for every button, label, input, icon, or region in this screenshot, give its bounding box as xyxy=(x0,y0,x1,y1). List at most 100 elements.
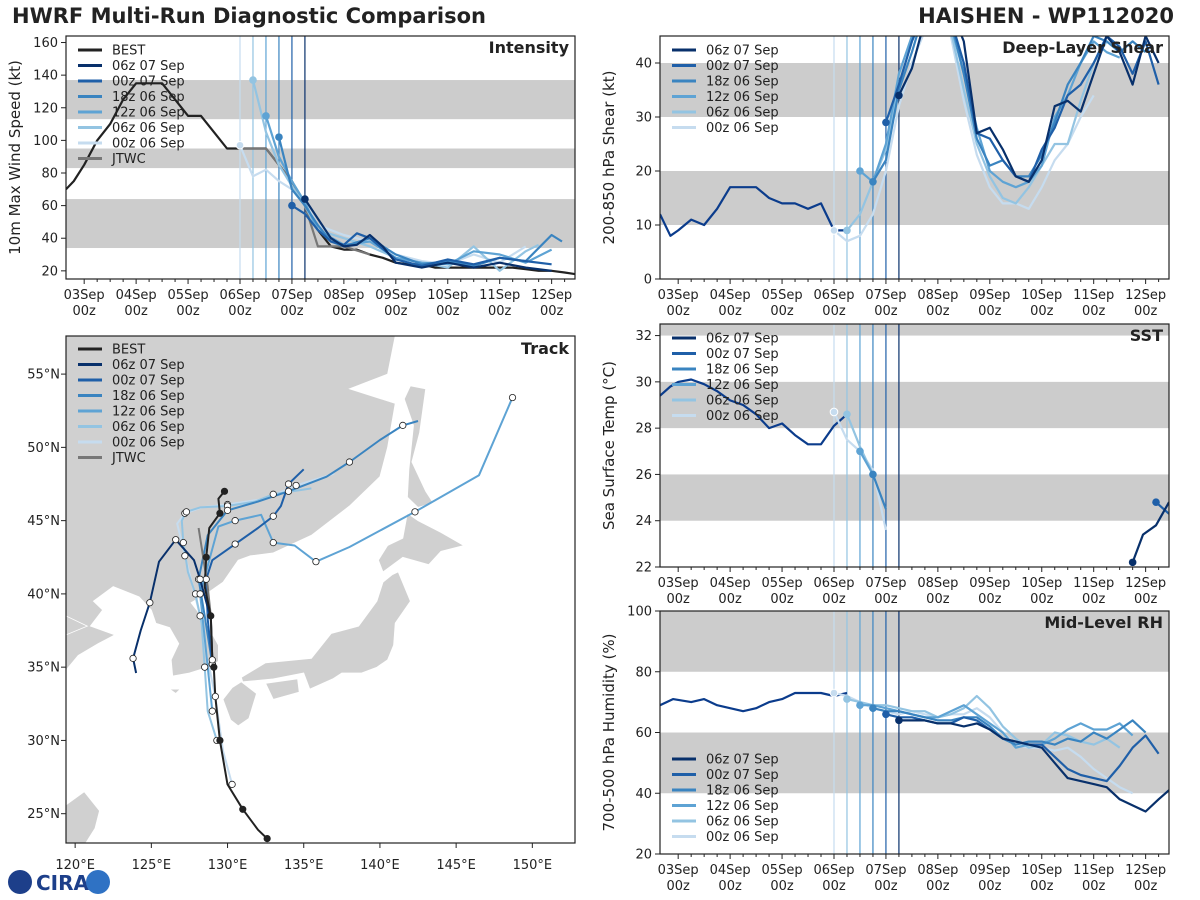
kyushu-shape xyxy=(222,681,257,727)
intensity-xtick-hour: 00z xyxy=(228,304,252,319)
intensity-xtick-hour: 00z xyxy=(176,304,200,319)
shear-xtick-label: 11Sep xyxy=(1073,288,1114,303)
track-run-point-r00z06 xyxy=(181,552,189,560)
track-legend-label: JTWC xyxy=(111,451,146,466)
intensity-legend-label: 00z 07 Sep xyxy=(112,75,185,90)
sst-xtick-label: 04Sep xyxy=(710,576,751,591)
intensity-ytick-label: 40 xyxy=(41,232,58,247)
track-run-line-r06z06 xyxy=(180,487,312,741)
rh-ytick-label: 100 xyxy=(627,605,652,620)
sst-xtick-label: 09Sep xyxy=(969,576,1010,591)
intensity-xtick-label: 03Sep xyxy=(64,288,105,303)
intensity-run-line-r00z06 xyxy=(238,144,527,266)
rh-run-line-r06z06 xyxy=(846,694,1121,749)
intensity-legend-label: BEST xyxy=(112,44,145,59)
shear-xtick-hour: 00z xyxy=(874,304,898,319)
sst-legend-label: 12z 06 Sep xyxy=(706,378,779,393)
track-best-point xyxy=(207,612,215,620)
china-coast-shape xyxy=(66,791,100,843)
shear-xtick-hour: 00z xyxy=(978,304,1002,319)
intensity-ytick-label: 60 xyxy=(41,199,58,214)
intensity-legend-label: JTWC xyxy=(111,152,146,167)
track-run-point-r00z06 xyxy=(228,780,236,788)
sst-xtick-label: 08Sep xyxy=(917,576,958,591)
shear-xtick-label: 10Sep xyxy=(1021,288,1062,303)
shear-band xyxy=(660,171,1169,225)
rh-xtick-label: 03Sep xyxy=(658,863,699,878)
shear-ytick-label: 30 xyxy=(635,111,652,126)
rh-xtick-label: 08Sep xyxy=(917,863,958,878)
track-run-point-r00z07 xyxy=(269,512,277,520)
sst-ytick-label: 28 xyxy=(635,422,652,437)
track-best-point xyxy=(216,736,224,745)
storm-title: HAISHEN - WP112020 xyxy=(918,4,1174,28)
sst-xtick-label: 10Sep xyxy=(1021,576,1062,591)
rh-xtick-hour: 00z xyxy=(770,879,794,894)
rh-xtick-hour: 00z xyxy=(1134,879,1158,894)
intensity-xtick-hour: 00z xyxy=(72,304,96,319)
sst-frame xyxy=(659,323,1170,568)
shear-ytick-label: 20 xyxy=(635,165,652,180)
rh-xtick-label: 07Sep xyxy=(865,863,906,878)
intensity-xtick-label: 11Sep xyxy=(479,288,520,303)
intensity-ytick-label: 160 xyxy=(33,36,58,51)
track-run-point-r06z07 xyxy=(208,656,216,664)
shear-xtick-hour: 00z xyxy=(822,304,846,319)
intensity-run-start-point-r00z06 xyxy=(235,140,245,150)
rh-legend-label: 00z 07 Sep xyxy=(706,768,779,783)
rh-xtick-label: 06Sep xyxy=(813,863,854,878)
rh-run-start-point-r06z06 xyxy=(843,695,851,703)
track-lon-label: 150°E xyxy=(513,858,553,873)
track-best-point xyxy=(216,509,224,517)
shear-legend-label: 06z 07 Sep xyxy=(706,44,779,59)
rh-panel: 03Sep00z04Sep00z05Sep00z06Sep00z07Sep00z… xyxy=(600,605,1170,894)
sst-run-start-point-r06z06 xyxy=(843,410,851,419)
sst-legend-label: 00z 06 Sep xyxy=(706,409,779,424)
rh-ylabel: 700-500 hPa Humidity (%) xyxy=(600,633,618,831)
track-run-point-r00z07 xyxy=(284,480,293,488)
shear-xtick-label: 09Sep xyxy=(969,288,1010,303)
intensity-xtick-hour: 00z xyxy=(280,304,304,319)
track-run-point-r12z06 xyxy=(411,508,419,516)
cira-logo-text: CIRA xyxy=(36,871,90,895)
intensity-frame xyxy=(65,35,576,280)
intensity-legend-label: 06z 07 Sep xyxy=(112,59,185,74)
rh-ytick-label: 60 xyxy=(635,726,652,741)
track-lat-label: 55°N xyxy=(27,368,60,383)
rh-xtick-label: 04Sep xyxy=(710,863,751,878)
sst-xtick-hour: 00z xyxy=(1030,592,1054,607)
sst-run-line-r12z06 xyxy=(859,450,874,475)
intensity-xtick-label: 10Sep xyxy=(427,288,468,303)
sst-plot-area xyxy=(660,324,1169,567)
sst-xtick-hour: 00z xyxy=(926,592,950,607)
sst-run-start-point-r00z06 xyxy=(829,407,839,417)
sst-ytick-label: 32 xyxy=(635,329,652,344)
track-run-line-r06z07 xyxy=(132,538,214,674)
rh-xtick-label: 11Sep xyxy=(1073,863,1114,878)
track-lon-label: 120°E xyxy=(55,858,95,873)
rh-xtick-hour: 00z xyxy=(822,879,846,894)
rh-xtick-label: 12Sep xyxy=(1125,863,1166,878)
sst-run-line-r06z07 xyxy=(1131,501,1169,563)
sst-xtick-label: 05Sep xyxy=(762,576,803,591)
rh-xtick-hour: 00z xyxy=(718,879,742,894)
rh-xtick-hour: 00z xyxy=(926,879,950,894)
rh-plot-area xyxy=(660,611,1169,854)
sst-xtick-hour: 00z xyxy=(1134,592,1158,607)
rh-run-start-point-r00z07 xyxy=(882,710,890,719)
track-best-point xyxy=(202,553,210,561)
sst-legend-label: 06z 06 Sep xyxy=(706,394,779,409)
track-legend-label: 06z 06 Sep xyxy=(112,420,185,435)
intensity-run-start-point-r06z07 xyxy=(301,195,309,203)
track-run-point-r12z06 xyxy=(196,590,204,598)
rh-band xyxy=(660,611,1169,672)
rh-legend-label: 18z 06 Sep xyxy=(706,784,779,799)
sst-ytick-label: 26 xyxy=(635,468,652,483)
rh-best-line xyxy=(660,691,848,713)
shear-run-start-point-r00z07 xyxy=(882,118,890,127)
rh-xtick-hour: 00z xyxy=(1030,879,1054,894)
shear-xtick-hour: 00z xyxy=(1030,304,1054,319)
intensity-band xyxy=(66,148,575,169)
rh-xtick-hour: 00z xyxy=(666,879,690,894)
sst-legend-label: 06z 07 Sep xyxy=(706,332,779,347)
